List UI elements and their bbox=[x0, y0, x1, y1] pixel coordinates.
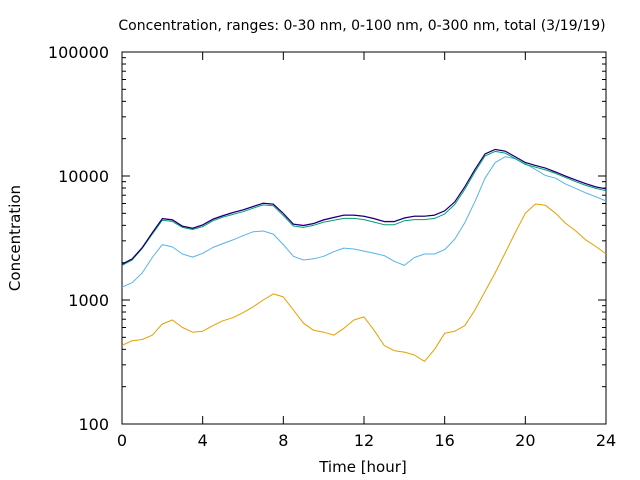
x-tick-label: 24 bbox=[596, 431, 616, 450]
x-tick-label: 0 bbox=[117, 431, 127, 450]
y-tick-label: 100 bbox=[78, 415, 109, 434]
series-line-3 bbox=[121, 150, 607, 266]
x-tick-label: 12 bbox=[354, 431, 374, 450]
y-tick-label: 10000 bbox=[58, 167, 109, 186]
y-tick-label: 1000 bbox=[68, 291, 109, 310]
series-line-1 bbox=[121, 203, 607, 362]
y-axis-title: Concentration bbox=[6, 185, 24, 291]
plot-area: 0 4 8 12 16 20 24 100 1000 10000 100000 bbox=[48, 43, 616, 450]
chart-title: Concentration, ranges: 0-30 nm, 0-100 nm… bbox=[118, 18, 605, 34]
plot-frame bbox=[121, 51, 607, 425]
y-tick-label: 100000 bbox=[48, 43, 109, 62]
x-axis-title: Time [hour] bbox=[318, 458, 407, 476]
x-tick-label: 4 bbox=[198, 431, 208, 450]
x-tick-label: 16 bbox=[434, 431, 454, 450]
x-tick-label: 8 bbox=[278, 431, 288, 450]
series-line-2 bbox=[121, 156, 607, 288]
series-line-5 bbox=[121, 149, 607, 265]
x-tick-label: 20 bbox=[515, 431, 535, 450]
